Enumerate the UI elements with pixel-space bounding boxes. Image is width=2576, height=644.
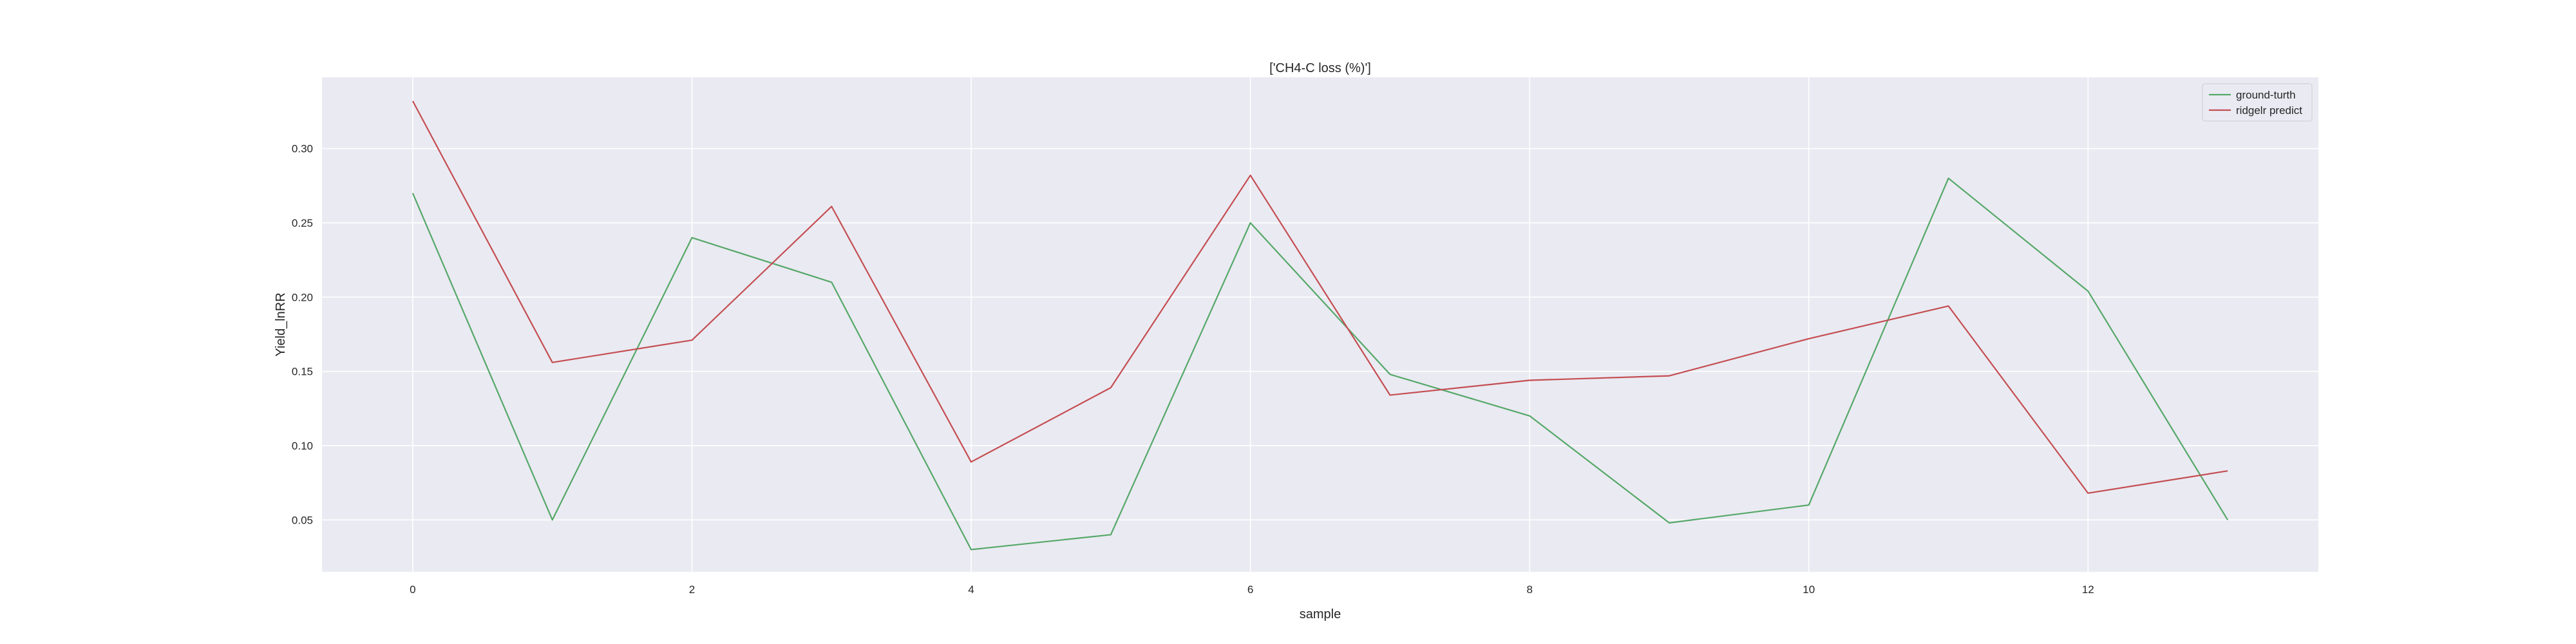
legend-box — [2202, 83, 2313, 122]
chart-title: ['CH4-C loss (%)'] — [1269, 61, 1371, 75]
x-tick-label: 4 — [968, 583, 974, 596]
y-tick-label: 0.05 — [292, 514, 313, 526]
x-tick-label: 10 — [1803, 583, 1815, 596]
y-tick-labels: 0.05 0.10 0.15 0.20 0.25 0.30 — [292, 143, 313, 527]
series-line-ridgelr-predict — [412, 100, 2228, 494]
y-axis-label: Yield_lnRR — [274, 292, 288, 356]
legend-label: ridgelr predict — [2236, 104, 2302, 117]
grid — [322, 77, 2318, 572]
y-tick-label: 0.25 — [292, 217, 313, 229]
x-tick-label: 0 — [410, 583, 415, 596]
x-tick-label: 12 — [2082, 583, 2094, 596]
y-tick-label: 0.10 — [292, 440, 313, 452]
legend-label: ground-turth — [2236, 89, 2296, 101]
x-axis-label: sample — [1300, 607, 1341, 621]
series-line-ground-truth — [412, 177, 2229, 551]
y-tick-label: 0.30 — [292, 143, 313, 155]
plot-area — [322, 77, 2318, 572]
series-lines — [412, 100, 2229, 551]
y-tick-label: 0.20 — [292, 291, 313, 303]
x-tick-labels: 0 2 4 6 8 10 12 — [410, 583, 2094, 596]
y-tick-label: 0.15 — [292, 366, 313, 378]
x-tick-label: 6 — [1247, 583, 1253, 596]
legend: ground-turth ridgelr predict — [2202, 83, 2313, 122]
x-tick-label: 2 — [689, 583, 695, 596]
x-tick-label: 8 — [1526, 583, 1532, 596]
